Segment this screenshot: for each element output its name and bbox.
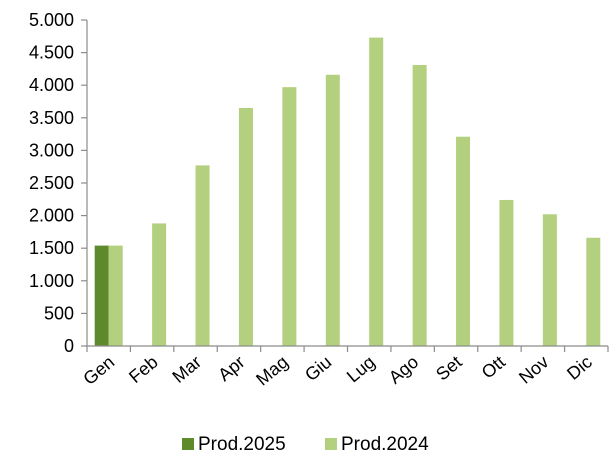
legend: Prod.2025 Prod.2024 <box>182 434 429 455</box>
y-tick-label: 1.000 <box>29 271 74 291</box>
y-tick-label: 3.000 <box>29 140 74 160</box>
y-tick-label: 0 <box>64 336 74 356</box>
bar-prod-2024-giu <box>325 74 340 346</box>
bar-prod-2024-dic <box>586 237 601 346</box>
bar-prod-2024-ott <box>499 199 514 346</box>
bar-prod-2024-ago <box>412 64 427 346</box>
x-tick-label: Mag <box>252 352 292 390</box>
y-tick-label: 1.500 <box>29 238 74 258</box>
y-axis-ticks: 0 500 1.000 1.500 2.000 2.500 3.000 3.500 4.000 4… <box>29 10 87 356</box>
x-axis-ticks: Gen Feb Mar Apr Mag Giu Lug Ago Set Ott Nov Dic <box>79 352 596 390</box>
legend-swatch <box>325 438 337 450</box>
bar-prod-2024-gen <box>108 245 123 346</box>
y-tick-label: 500 <box>44 303 74 323</box>
x-tick-label: Ago <box>385 352 422 388</box>
x-tick-label: Lug <box>343 352 379 387</box>
axes <box>86 20 609 352</box>
x-tick-label: Ott <box>478 352 509 383</box>
x-tick-label: Gen <box>79 352 118 389</box>
x-tick-label: Nov <box>515 352 552 388</box>
x-tick-label: Apr <box>214 352 248 385</box>
legend-label: Prod.2025 <box>198 434 286 455</box>
x-tick-label: Dic <box>563 352 596 384</box>
legend-swatch <box>182 438 194 450</box>
x-tick-label: Feb <box>125 352 162 387</box>
bar-prod-2024-lug <box>369 37 384 346</box>
y-tick-label: 4.500 <box>29 43 74 63</box>
legend-label: Prod.2024 <box>341 434 429 455</box>
x-tick-label: Set <box>432 352 466 385</box>
y-tick-label: 3.500 <box>29 108 74 128</box>
bar-prod-2024-feb <box>152 223 167 346</box>
y-tick-label: 5.000 <box>29 10 74 30</box>
bar-prod-2024-mar <box>195 165 210 346</box>
y-tick-label: 4.000 <box>29 75 74 95</box>
y-tick-label: 2.000 <box>29 206 74 226</box>
bar-prod-2024-set <box>456 136 471 346</box>
bars <box>94 37 601 347</box>
x-tick-label: Giu <box>301 352 335 385</box>
y-tick-label: 2.500 <box>29 173 74 193</box>
bar-prod-2025-gen <box>94 245 109 346</box>
x-tick-label: Mar <box>169 352 206 387</box>
bar-prod-2024-nov <box>542 214 557 346</box>
bar-prod-2024-mag <box>282 87 297 346</box>
bar-prod-2024-apr <box>238 108 253 347</box>
